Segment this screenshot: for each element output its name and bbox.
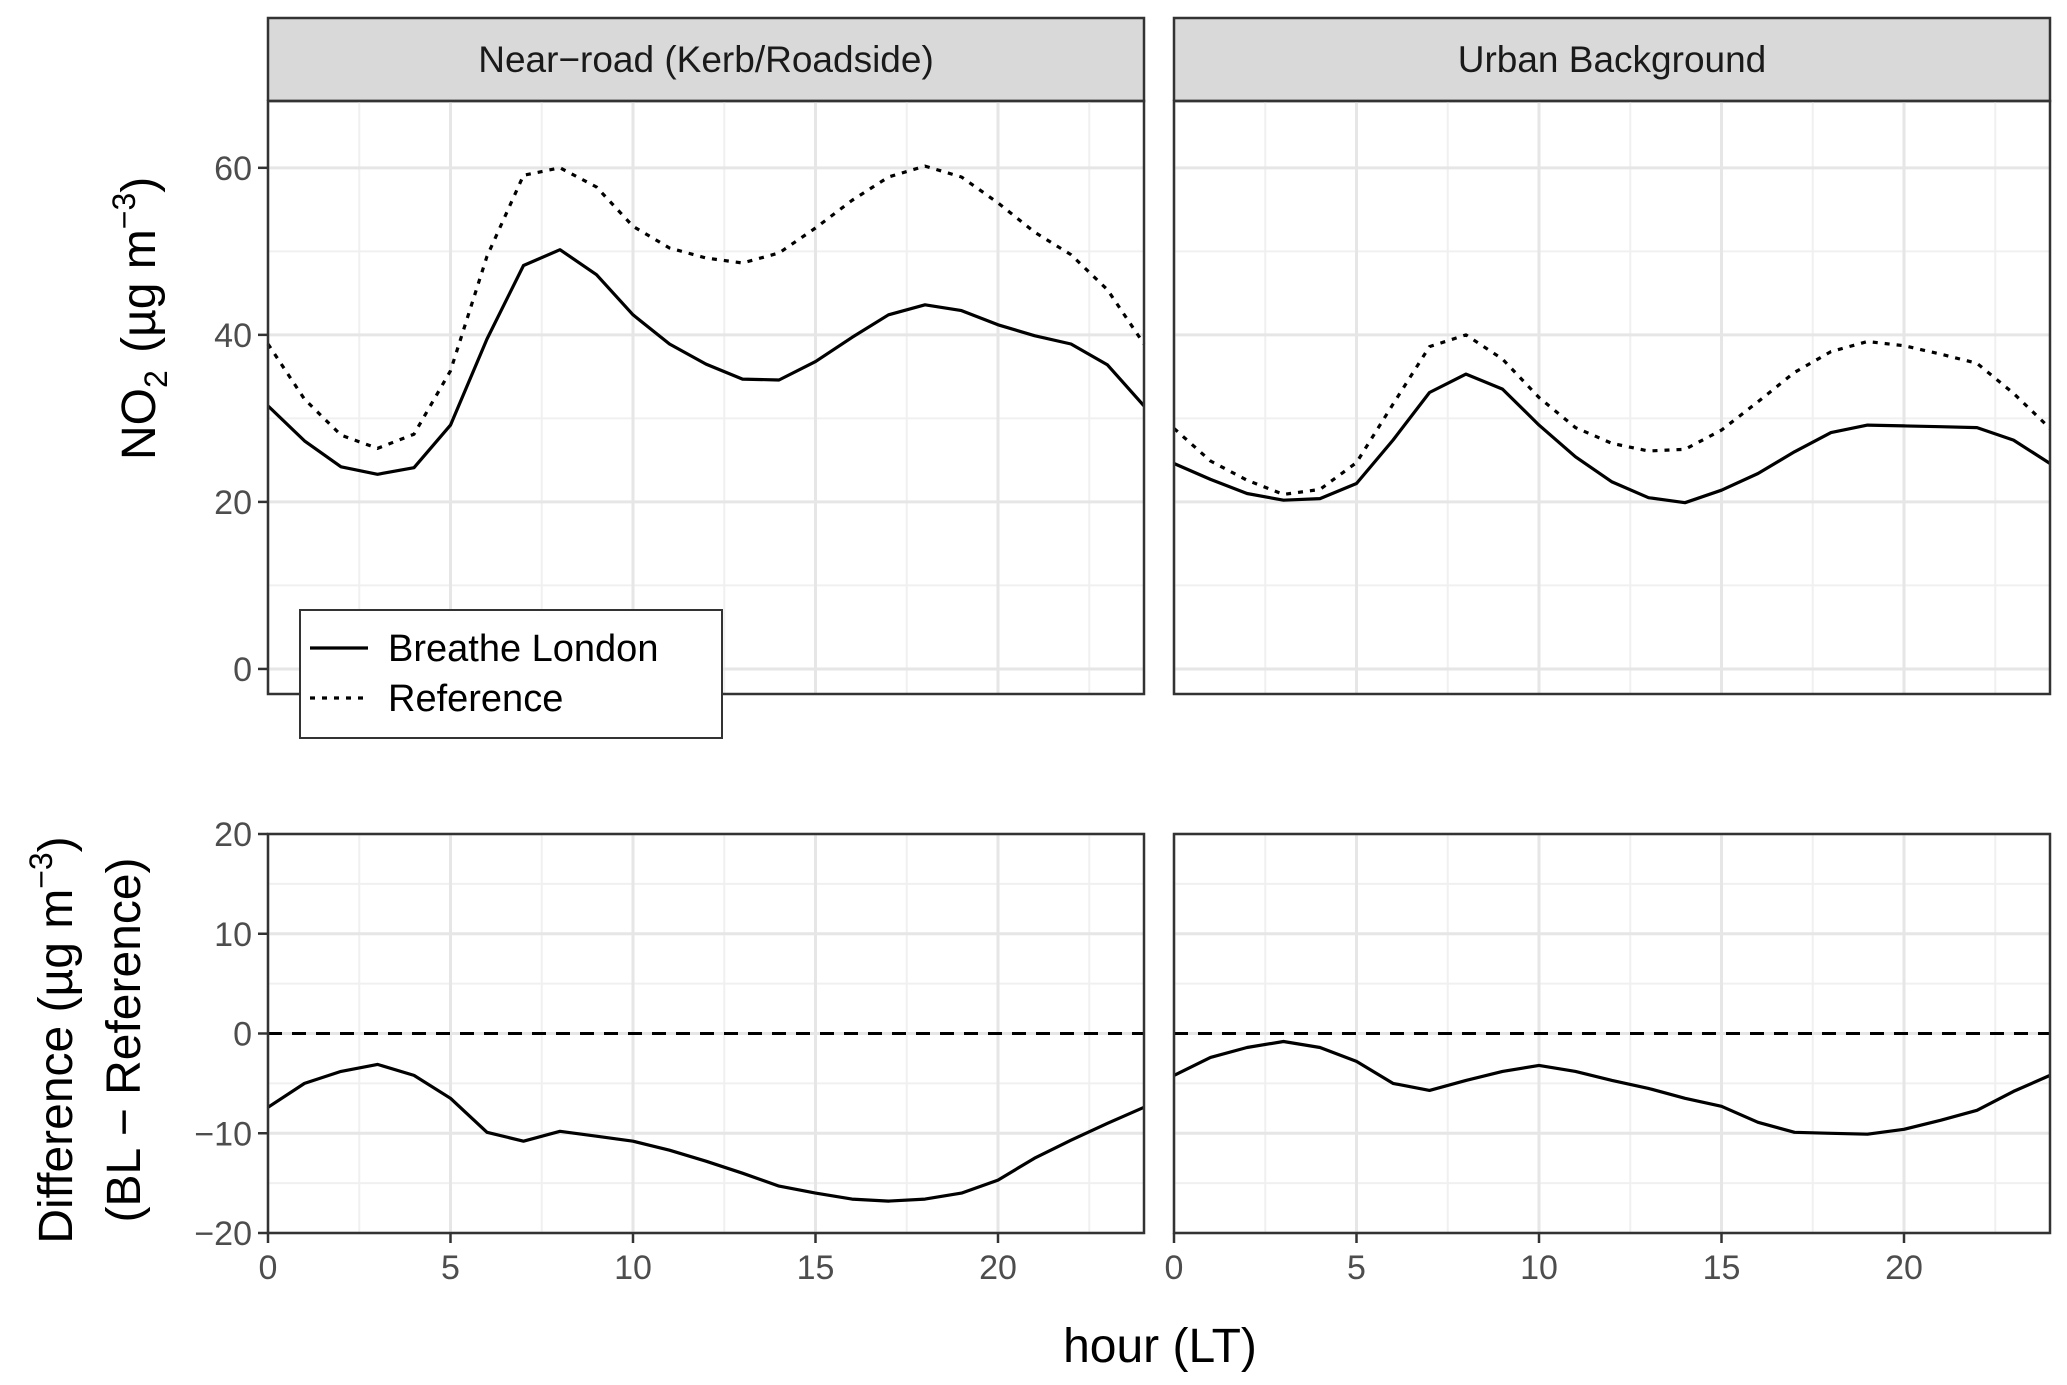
y-axis-title-top: NO2 (µg m−3) (106, 177, 174, 460)
x-tick-label: 20 (979, 1249, 1017, 1287)
x-tick-label: 0 (1165, 1249, 1184, 1287)
series-line-breathe-london (1173, 1039, 2051, 1136)
y-axis-title-difference: Difference (µg m (30, 889, 83, 1244)
series-line-breathe-london (1173, 372, 2051, 505)
y-axis-title-difference-superscript: −3 (23, 852, 59, 888)
legend-box (299, 609, 723, 739)
panel-border (1172, 832, 2052, 1235)
y-tick-label: 20 (214, 816, 252, 854)
y-axis-title-bottom-line2: (BL − Reference) (98, 857, 151, 1222)
y-tick-label: −10 (194, 1115, 252, 1153)
x-tick-label: 0 (259, 1249, 278, 1287)
strip-near-road: Near−road (Kerb/Roadside) (266, 16, 1146, 103)
y-tick-label: 60 (214, 150, 252, 188)
x-tick-label: 15 (1703, 1249, 1741, 1287)
y-axis-title-subscript-2: 2 (138, 370, 174, 388)
legend: Breathe London Reference (299, 609, 723, 739)
strip-label-urban-background: Urban Background (1458, 39, 1767, 80)
series-line-reference (266, 164, 1146, 450)
legend-label-reference: Reference (388, 678, 563, 720)
y-axis-title-superscript-minus-3: −3 (106, 193, 142, 229)
y-axis-title-units: (µg m (113, 229, 166, 366)
y-axis-title-difference-close: ) (30, 836, 83, 852)
x-axis-title: hour (LT) (1063, 1320, 1257, 1373)
x-tick-label: 15 (797, 1249, 835, 1287)
x-tick-label: 20 (1885, 1249, 1923, 1287)
x-tick-label: 5 (441, 1249, 460, 1287)
y-axis-title-close-paren: ) (113, 177, 166, 193)
y-tick-label: 10 (214, 916, 252, 954)
y-tick-label: −20 (194, 1215, 252, 1253)
legend-label-breathe-london: Breathe London (388, 628, 658, 670)
x-tick-label: 5 (1347, 1249, 1366, 1287)
axes-layer: 0 20 40 60 −20 −10 0 10 20 0 5 10 15 20 0 5 10 15 20 (194, 150, 1923, 1287)
panel-top-urban (1172, 99, 2052, 696)
panel-border (1172, 99, 2052, 696)
series-line-breathe-london (267, 1062, 1145, 1203)
y-tick-label: 40 (214, 317, 252, 355)
panel-top-near-road (266, 99, 1146, 696)
y-tick-label: 0 (233, 651, 252, 689)
strip-label-near-road: Near−road (Kerb/Roadside) (478, 39, 934, 80)
x-tick-label: 10 (614, 1249, 652, 1287)
y-axis-title-bottom-line1: Difference (µg m−3) (23, 836, 83, 1243)
y-tick-label: 20 (214, 484, 252, 522)
panels-layer: Breathe London Reference (266, 99, 2052, 1235)
y-tick-label: 0 (233, 1016, 252, 1054)
series-line-breathe-london (266, 248, 1146, 476)
x-tick-label: 10 (1520, 1249, 1558, 1287)
strip-urban-background: Urban Background (1172, 16, 2052, 103)
panel-bottom-urban (1172, 832, 2052, 1235)
y-axis-title-no: NO (113, 388, 166, 460)
